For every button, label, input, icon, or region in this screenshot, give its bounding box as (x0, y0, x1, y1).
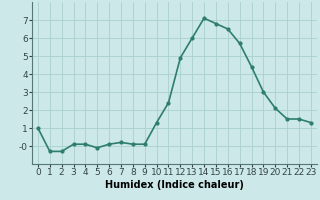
X-axis label: Humidex (Indice chaleur): Humidex (Indice chaleur) (105, 180, 244, 190)
